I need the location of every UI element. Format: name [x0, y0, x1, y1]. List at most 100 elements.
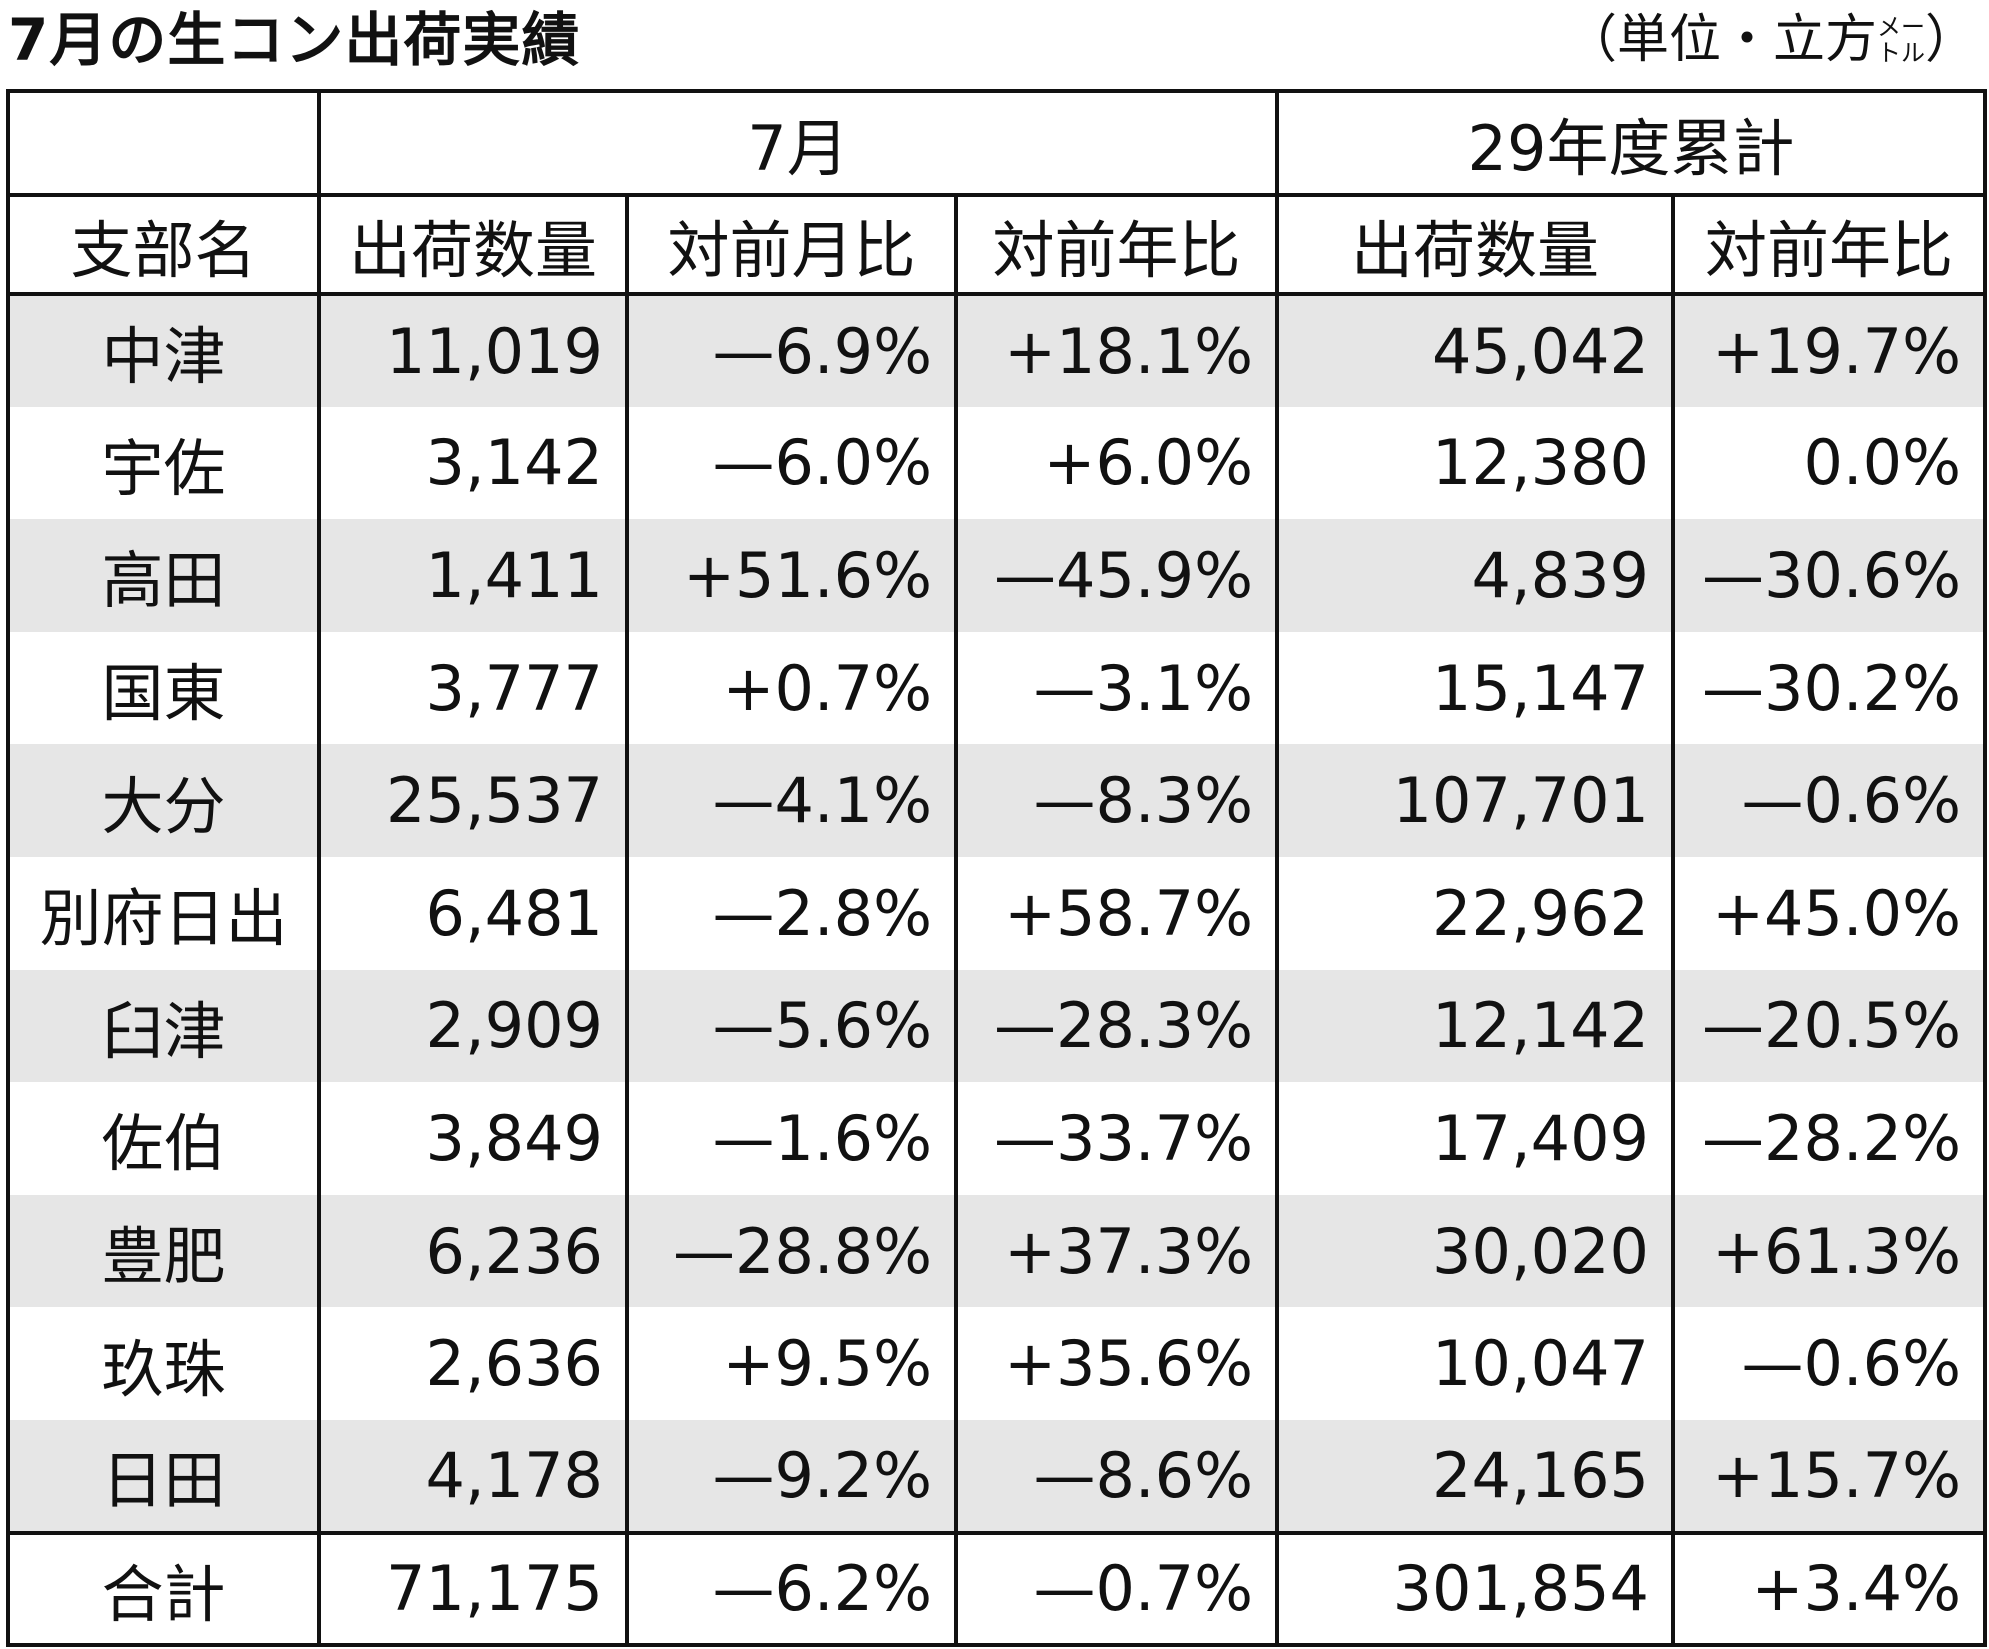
column-header: 対前月比	[625, 193, 958, 296]
unit-note: （単位・立方 メー トル ）	[1565, 4, 1977, 76]
total-cell: 71,175	[317, 1530, 629, 1647]
data-row: 国東 3,777 +0.7% —3.1% 15,147 —30.2%	[6, 631, 1987, 745]
column-header: 出荷数量	[317, 193, 629, 296]
cell: 6,236	[317, 1194, 629, 1308]
cell: 6,481	[317, 856, 629, 970]
cell: 30,020	[1275, 1194, 1675, 1308]
total-cell: —0.7%	[954, 1530, 1279, 1647]
total-cell: 301,854	[1275, 1530, 1675, 1647]
group-header-row: 7月 29年度累計	[6, 89, 1987, 197]
data-row: 豊肥 6,236 —28.8% +37.3% 30,020 +61.3%	[6, 1194, 1987, 1308]
unit-prefix: （単位・立方	[1564, 10, 1877, 70]
cell: —9.2%	[625, 1419, 958, 1533]
branch-name: 臼津	[6, 969, 321, 1083]
cell: —0.6%	[1671, 1307, 1987, 1420]
data-row: 中津 11,019 —6.9% +18.1% 45,042 +19.7%	[6, 294, 1987, 407]
column-header: 対前年比	[954, 193, 1279, 296]
cell: —3.1%	[954, 631, 1279, 745]
branch-name: 別府日出	[6, 856, 321, 970]
cell: 107,701	[1275, 744, 1675, 857]
cell: +37.3%	[954, 1194, 1279, 1308]
unit-small-1: メー	[1876, 13, 1925, 41]
cell: 4,839	[1275, 519, 1675, 632]
cell: 12,380	[1275, 406, 1675, 520]
cell: —20.5%	[1671, 969, 1987, 1083]
cell: 12,142	[1275, 969, 1675, 1083]
cell: —30.6%	[1671, 519, 1987, 632]
total-cell: —6.2%	[625, 1530, 958, 1647]
cell: +18.1%	[954, 294, 1279, 407]
data-row: 高田 1,411 +51.6% —45.9% 4,839 —30.6%	[6, 519, 1987, 632]
cell: —1.6%	[625, 1082, 958, 1195]
cell: —8.6%	[954, 1419, 1279, 1533]
data-row: 臼津 2,909 —5.6% —28.3% 12,142 —20.5%	[6, 969, 1987, 1083]
branch-name: 高田	[6, 519, 321, 632]
group-header: 29年度累計	[1275, 89, 1987, 197]
branch-name: 国東	[6, 631, 321, 745]
unit-small-2: トル	[1876, 39, 1925, 67]
total-label: 合計	[6, 1530, 321, 1647]
cell: +45.0%	[1671, 856, 1987, 970]
total-row: 合計 71,175 —6.2% —0.7% 301,854 +3.4%	[6, 1530, 1987, 1647]
column-header: 対前年比	[1671, 193, 1987, 296]
cell: —45.9%	[954, 519, 1279, 632]
cell: 25,537	[317, 744, 629, 857]
column-header: 支部名	[6, 193, 321, 296]
branch-name: 宇佐	[6, 406, 321, 520]
cell: 22,962	[1275, 856, 1675, 970]
cell: 2,636	[317, 1307, 629, 1420]
cell: 1,411	[317, 519, 629, 632]
data-row: 佐伯 3,849 —1.6% —33.7% 17,409 —28.2%	[6, 1082, 1987, 1195]
cell: 3,777	[317, 631, 629, 745]
cell: 0.0%	[1671, 406, 1987, 520]
cell: 17,409	[1275, 1082, 1675, 1195]
unit-suffix: ）	[1924, 10, 1977, 70]
shipment-table: 7月 29年度累計 支部名 出荷数量 対前月比 対前年比 出荷数量 対前年比 中津 11,019—…	[6, 89, 1987, 1647]
cell: 2,909	[317, 969, 629, 1083]
cell: —28.3%	[954, 969, 1279, 1083]
cell: 3,142	[317, 406, 629, 520]
cell: —33.7%	[954, 1082, 1279, 1195]
cell: —6.0%	[625, 406, 958, 520]
cell: +9.5%	[625, 1307, 958, 1420]
cell: +51.6%	[625, 519, 958, 632]
cell: 3,849	[317, 1082, 629, 1195]
unit-small: メー トル	[1877, 14, 1925, 66]
data-row: 日田 4,178 —9.2% —8.6% 24,165 +15.7%	[6, 1419, 1987, 1533]
cell: +15.7%	[1671, 1419, 1987, 1533]
data-row: 大分 25,537 —4.1% —8.3% 107,701 —0.6%	[6, 744, 1987, 857]
data-row: 宇佐 3,142 —6.0% +6.0% 12,380 0.0%	[6, 406, 1987, 520]
data-row: 別府日出 6,481 —2.8% +58.7% 22,962 +45.0%	[6, 856, 1987, 970]
cell: +35.6%	[954, 1307, 1279, 1420]
cell: —4.1%	[625, 744, 958, 857]
cell: +58.7%	[954, 856, 1279, 970]
cell: —0.6%	[1671, 744, 1987, 857]
branch-name: 大分	[6, 744, 321, 857]
cell: 4,178	[317, 1419, 629, 1533]
cell: +61.3%	[1671, 1194, 1987, 1308]
group-header: 7月	[317, 89, 1279, 197]
cell: —6.9%	[625, 294, 958, 407]
cell: —28.2%	[1671, 1082, 1987, 1195]
title: 7月の生コン出荷実績	[8, 6, 581, 74]
cell: —2.8%	[625, 856, 958, 970]
cell: —5.6%	[625, 969, 958, 1083]
branch-name: 中津	[6, 294, 321, 407]
total-cell: +3.4%	[1671, 1530, 1987, 1647]
cell: +6.0%	[954, 406, 1279, 520]
cell: —30.2%	[1671, 631, 1987, 745]
cell: 15,147	[1275, 631, 1675, 745]
cell: 11,019	[317, 294, 629, 407]
cell: +19.7%	[1671, 294, 1987, 407]
column-header-row: 支部名 出荷数量 対前月比 対前年比 出荷数量 対前年比	[6, 193, 1987, 296]
branch-name: 玖珠	[6, 1307, 321, 1420]
cell: —28.8%	[625, 1194, 958, 1308]
cell: +0.7%	[625, 631, 958, 745]
corner-cell	[6, 89, 321, 197]
data-row: 玖珠 2,636 +9.5% +35.6% 10,047 —0.6%	[6, 1307, 1987, 1420]
cell: 10,047	[1275, 1307, 1675, 1420]
branch-name: 日田	[6, 1419, 321, 1533]
column-header: 出荷数量	[1275, 193, 1675, 296]
branch-name: 豊肥	[6, 1194, 321, 1308]
